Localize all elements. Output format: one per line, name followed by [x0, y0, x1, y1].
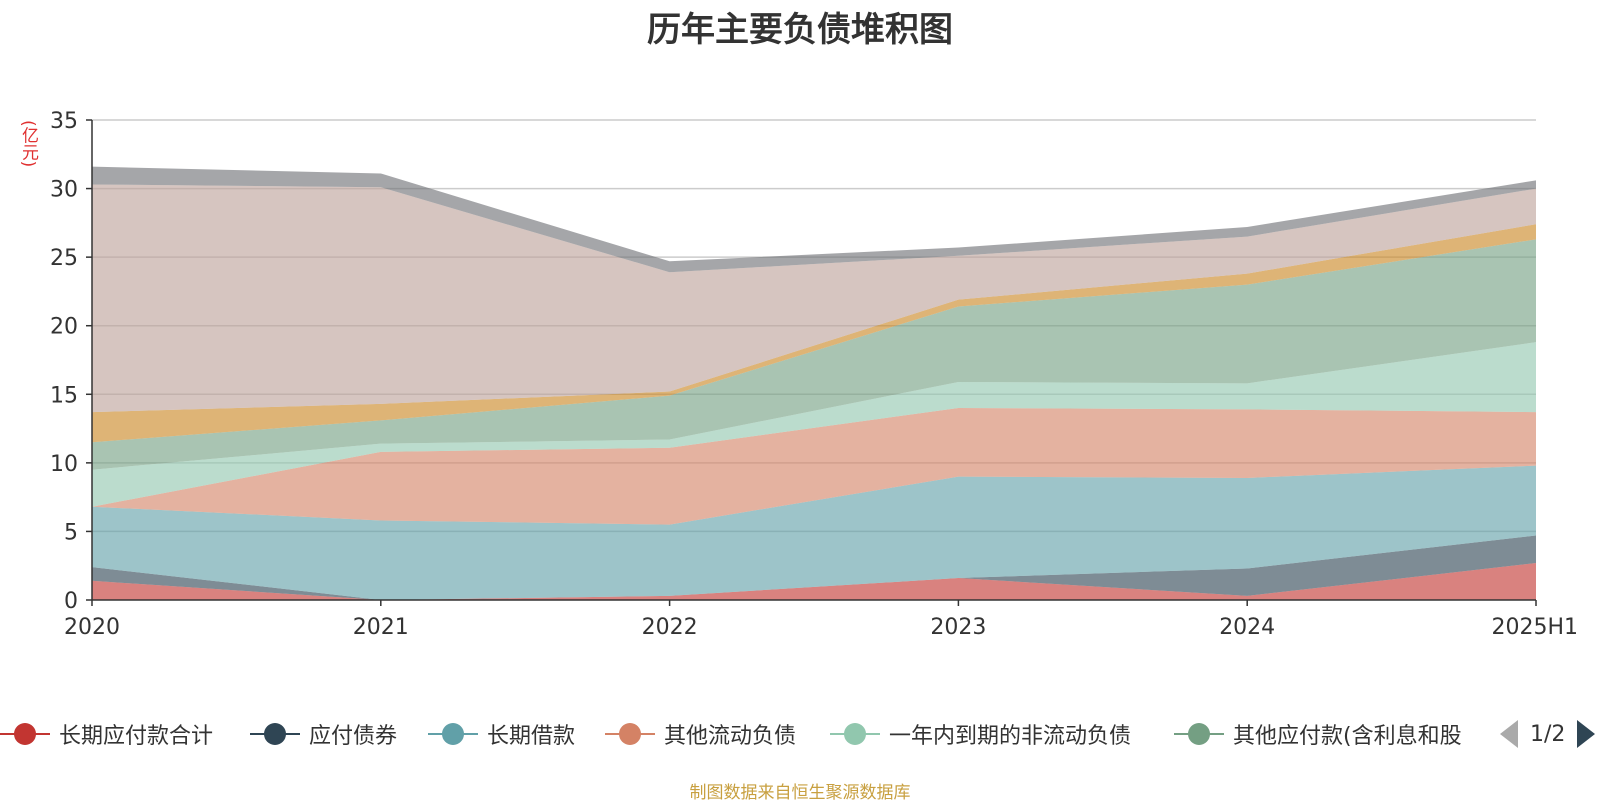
x-tick-label: 2025H1 [1491, 615, 1578, 640]
legend-label: 应付债券 [309, 724, 398, 749]
area-series-2 [92, 465, 1536, 600]
y-tick-label: 15 [50, 383, 78, 408]
legend-item[interactable]: 长期借款 [428, 716, 575, 752]
legend-marker-icon [605, 719, 655, 749]
chart-title: 历年主要负债堆积图 [647, 10, 953, 50]
area-series-3 [92, 408, 1536, 525]
legend-prev-page-icon[interactable] [1500, 720, 1518, 748]
y-tick-label: 30 [50, 178, 78, 203]
x-tick-label: 2024 [1219, 615, 1275, 640]
legend-marker-icon [1174, 719, 1224, 749]
legend-marker-icon [428, 719, 478, 749]
y-tick-label: 20 [50, 315, 78, 340]
legend-pager: 1/2 [1500, 716, 1596, 752]
x-tick-label: 2021 [353, 615, 409, 640]
legend-item[interactable]: 应付债券 [250, 716, 397, 752]
area-series-1 [92, 535, 1536, 600]
y-tick-label: 5 [64, 520, 78, 545]
area-series-8 [92, 166, 1536, 273]
legend-label: 其他流动负债 [664, 724, 797, 749]
legend-label: 长期借款 [487, 724, 576, 749]
legend-item[interactable]: 长期应付款合计 [0, 716, 213, 752]
legend-item[interactable]: 一年内到期的非流动负债 [830, 716, 1131, 752]
legend-item[interactable]: 其他流动负债 [605, 716, 796, 752]
legend-label: 一年内到期的非流动负债 [889, 724, 1132, 749]
x-tick-label: 2022 [642, 615, 698, 640]
y-tick-label: 25 [50, 246, 78, 271]
y-tick-label: 35 [50, 109, 78, 134]
legend-next-page-icon[interactable] [1577, 720, 1596, 748]
area-series-7 [92, 184, 1536, 413]
area-series-6 [92, 224, 1536, 443]
legend-label: 其他应付款(含利息和股 [1233, 724, 1462, 749]
legend-item[interactable]: 其他应付款(含利息和股 [1174, 716, 1462, 752]
x-tick-label: 2023 [930, 615, 986, 640]
y-axis-unit-label: (亿元) [18, 120, 38, 168]
chart-legend: 长期应付款合计 应付债券 长期借款 其他流动负债 一年内到期的非流动负债 其他应付款(含利… [0, 716, 1600, 752]
y-tick-label: 10 [50, 452, 78, 477]
y-tick-label: 0 [64, 589, 78, 614]
legend-label: 长期应付款合计 [59, 724, 214, 749]
stacked-area-chart: 0 5 10 15 20 25 30 35 2020 2021 2022 2023 2024 2025H1 [50, 109, 1578, 640]
legend-marker-icon [0, 719, 50, 749]
legend-page-indicator: 1/2 [1530, 721, 1566, 747]
area-series-4 [92, 342, 1536, 507]
x-tick-label: 2020 [64, 615, 120, 640]
legend-marker-icon [250, 719, 300, 749]
data-source-note: 制图数据来自恒生聚源数据库 [689, 783, 911, 803]
legend-marker-icon [830, 719, 880, 749]
area-series-5 [92, 239, 1536, 470]
area-series-0 [92, 562, 1536, 600]
